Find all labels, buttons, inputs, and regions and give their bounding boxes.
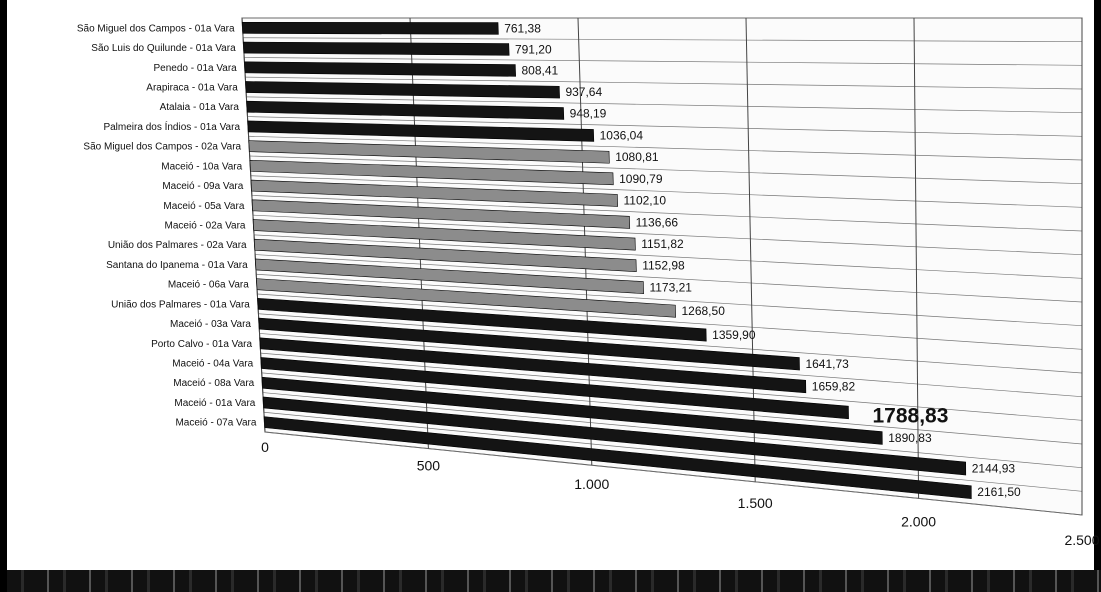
row-gridline	[262, 392, 1083, 469]
bar	[247, 120, 595, 142]
data-label: 1080,81	[615, 150, 659, 164]
category-label: São Miguel dos Campos - 02a Vara	[83, 142, 241, 153]
bar	[248, 140, 610, 164]
category-label: Atalaia - 01a Vara	[160, 102, 240, 113]
category-label: União dos Palmares - 02a Vara	[108, 240, 247, 251]
category-label: São Miguel dos Campos - 01a Vara	[77, 23, 235, 34]
data-label: 1659,82	[812, 380, 856, 394]
row-gridline	[261, 372, 1083, 445]
row-gridline	[244, 57, 1083, 66]
category-label: Porto Calvo - 01a Vara	[151, 339, 252, 350]
row-gridline	[260, 352, 1083, 421]
bars-layer	[241, 22, 972, 500]
data-label: 1268,50	[681, 304, 725, 318]
x-axis-ticks: 0 500 1.000 1.500 2.000 2.500	[261, 439, 1100, 548]
row-gridline	[251, 195, 1083, 232]
category-label: Santana do Ipanema - 01a Vara	[106, 260, 248, 271]
data-label: 937,64	[565, 85, 602, 99]
row-gridline	[246, 96, 1083, 114]
bar	[243, 41, 510, 56]
data-label: 1359,90	[712, 328, 756, 342]
data-label: 761,38	[504, 21, 541, 35]
category-label: União dos Palmares - 01a Vara	[111, 299, 250, 310]
bar	[249, 160, 614, 186]
x-tick-label: 1.000	[574, 476, 609, 492]
value-gridline	[913, 17, 920, 499]
bar	[262, 396, 967, 476]
category-label: Maceió - 08a Vara	[173, 378, 254, 389]
category-label: Maceió - 10a Vara	[161, 161, 242, 172]
category-label: Maceió - 01a Vara	[174, 398, 255, 409]
category-label: Maceió - 04a Vara	[172, 359, 253, 370]
category-label: Maceió - 03a Vara	[170, 319, 251, 330]
bar	[241, 22, 499, 35]
row-gridline	[254, 234, 1083, 279]
data-label: 1102,10	[624, 193, 667, 207]
bar	[256, 278, 676, 318]
row-gridline	[252, 214, 1083, 256]
data-label: 1788,83	[872, 404, 948, 427]
category-label: Maceió - 05a Vara	[163, 201, 244, 212]
row-gridline	[256, 273, 1083, 327]
bar	[255, 258, 644, 294]
x-tick-label: 2.000	[901, 513, 936, 529]
row-gridline	[264, 431, 1083, 516]
data-label: 1090,79	[619, 172, 663, 186]
x-tick-label: 1.500	[738, 495, 773, 511]
data-label: 2144,93	[972, 462, 1016, 476]
x-tick-label: 2.500	[1064, 532, 1099, 548]
row-gridline	[247, 116, 1083, 137]
category-label: Maceió - 07a Vara	[175, 418, 256, 429]
data-label: 1152,98	[642, 259, 685, 273]
data-label: 1890,83	[888, 431, 932, 445]
grid-layer	[241, 17, 1083, 516]
category-label: Palmeira dos Índios - 01a Vara	[103, 120, 240, 133]
bar	[245, 81, 560, 99]
category-label: Penedo - 01a Vara	[154, 63, 238, 74]
data-label: 948,19	[570, 106, 607, 120]
row-gridline	[243, 37, 1083, 43]
row-gridline	[250, 175, 1083, 208]
bar	[259, 337, 807, 394]
bar	[263, 416, 972, 500]
bar	[261, 376, 883, 445]
x-tick-label: 500	[417, 458, 441, 474]
category-label: Maceió - 09a Vara	[162, 181, 243, 192]
data-label: 1151,82	[641, 237, 684, 251]
bottom-scan-strip	[7, 570, 1101, 592]
bar	[246, 100, 565, 120]
category-label: Arapiraca - 01a Vara	[146, 83, 238, 94]
labels-layer: São Miguel dos Campos - 01a Vara 761,38 Sã…	[77, 21, 1021, 499]
category-label: Maceió - 06a Vara	[168, 280, 249, 291]
row-gridline	[245, 76, 1083, 90]
bar	[258, 317, 800, 371]
data-label: 808,41	[521, 63, 558, 77]
bar	[257, 298, 707, 342]
bar	[260, 357, 849, 420]
data-label: 791,20	[515, 42, 552, 56]
x-tick-label: 0	[261, 439, 269, 455]
category-label: São Luis do Quilunde - 01a Vara	[91, 43, 236, 54]
data-label: 2161,50	[977, 485, 1021, 499]
row-gridline	[259, 333, 1083, 398]
data-label: 1036,04	[600, 128, 644, 142]
data-label: 1641,73	[805, 357, 849, 371]
row-gridline	[248, 135, 1083, 161]
bar	[251, 199, 631, 229]
data-label: 1136,66	[636, 215, 679, 229]
data-label: 1173,21	[649, 281, 692, 295]
row-gridline	[257, 293, 1083, 350]
bar	[244, 61, 516, 77]
bar	[250, 179, 618, 207]
row-gridline	[263, 411, 1083, 492]
bar-chart: São Miguel dos Campos - 01a Vara 761,38 Sã…	[77, 17, 1100, 548]
bar	[252, 219, 636, 251]
row-gridline	[255, 254, 1083, 303]
row-gridline	[258, 313, 1083, 374]
row-gridline	[249, 155, 1083, 185]
category-label: Maceió - 02a Vara	[165, 221, 246, 232]
bar	[253, 238, 637, 273]
